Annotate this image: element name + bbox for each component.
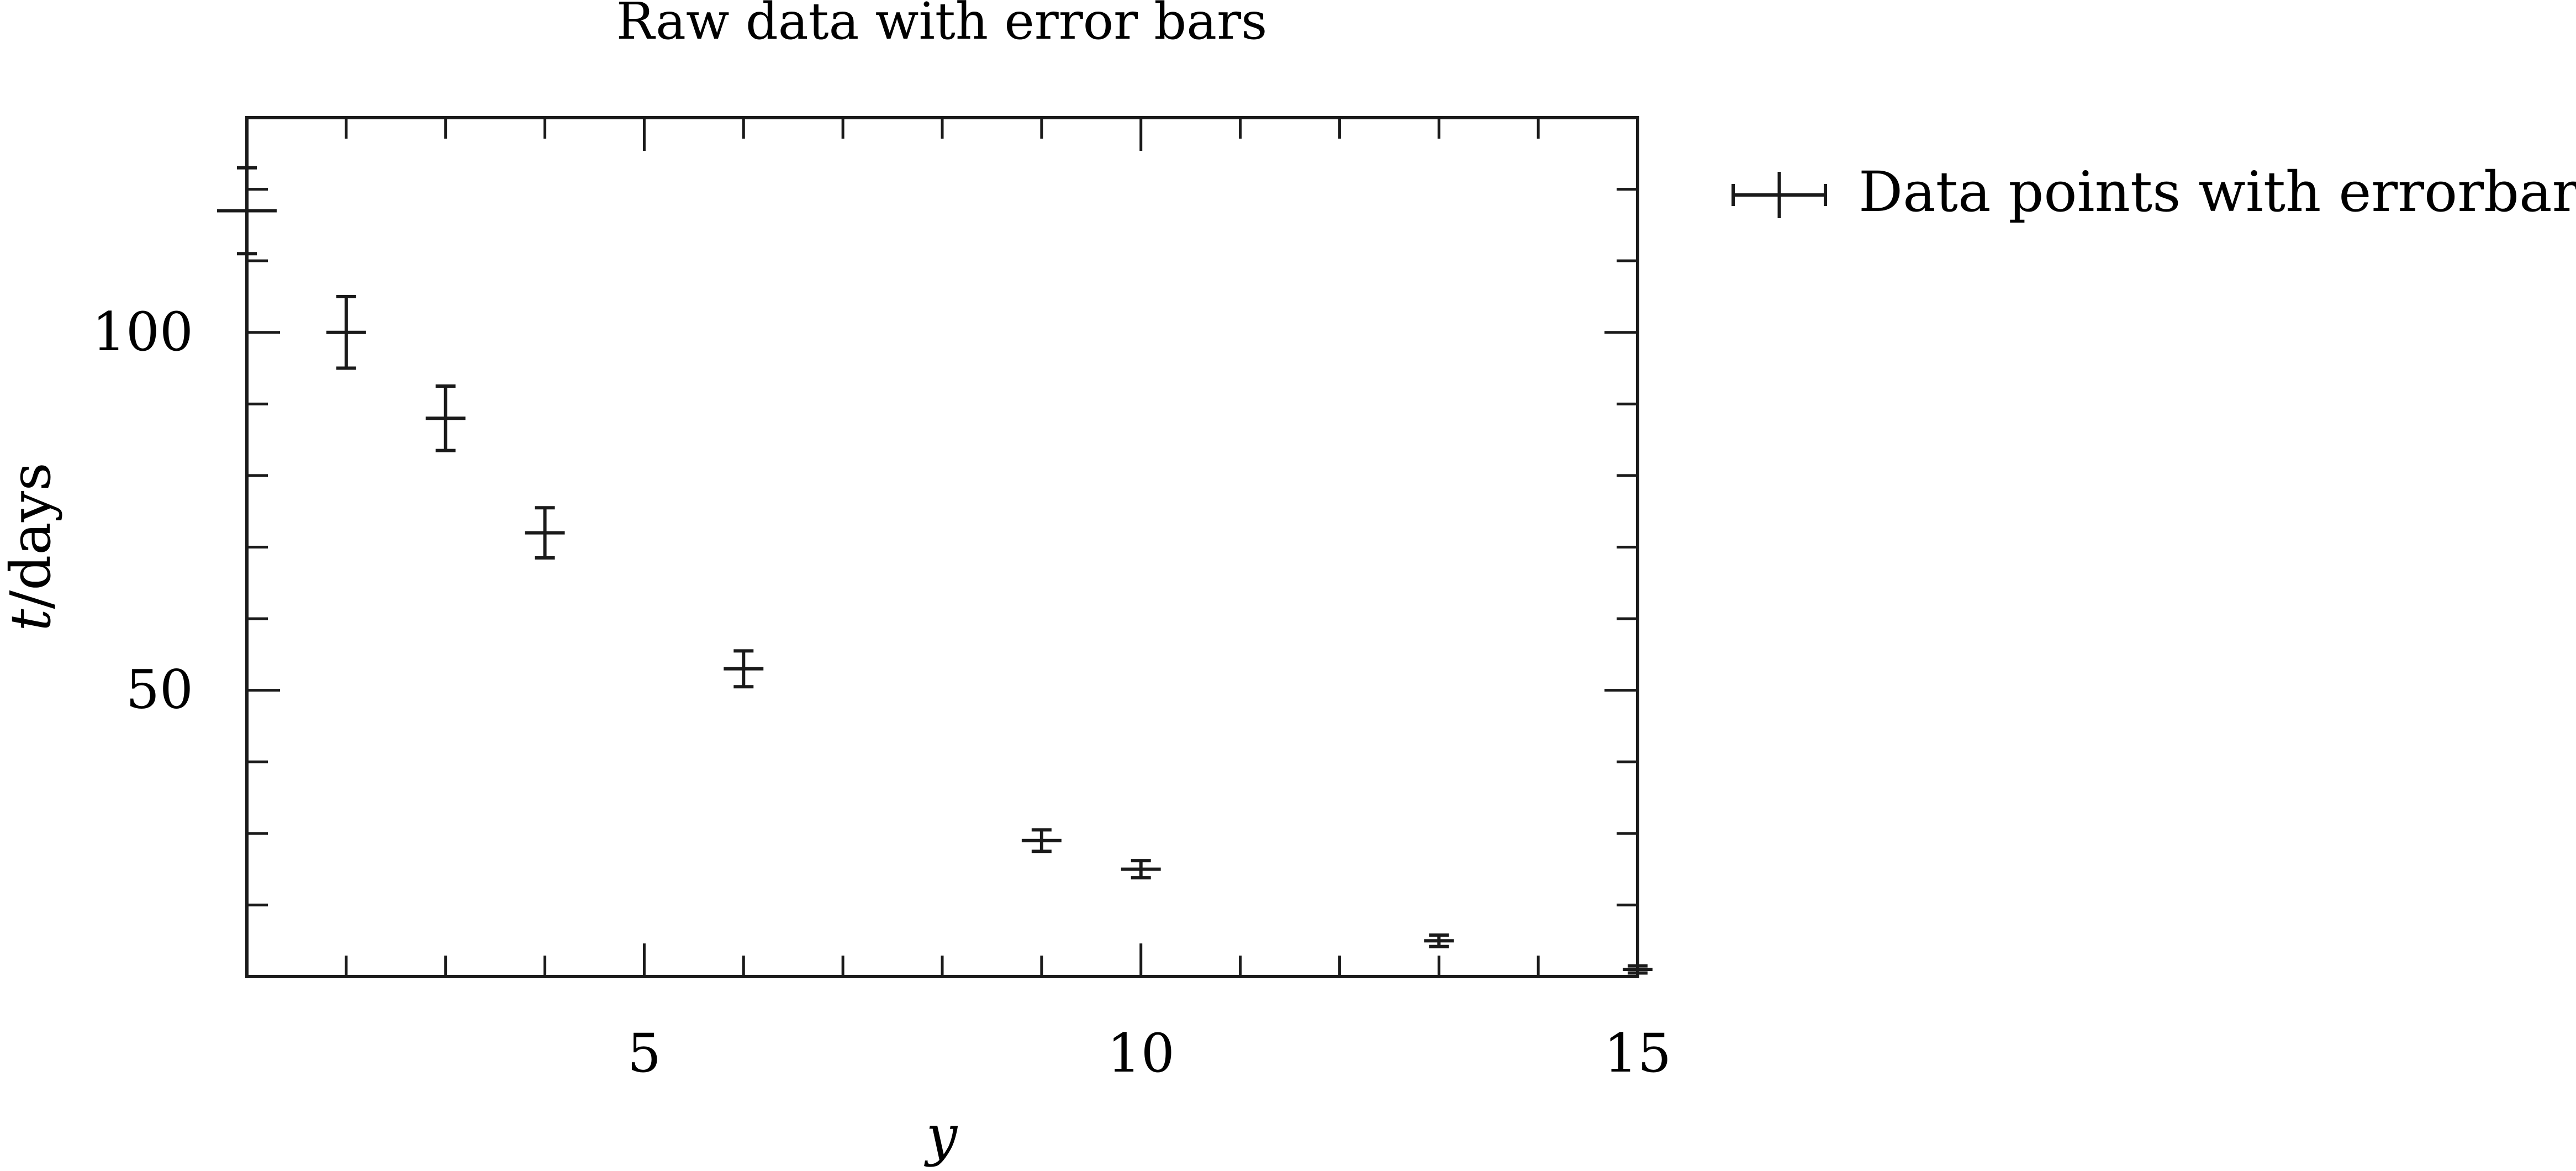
y-tick-labels: 50 100 bbox=[92, 301, 193, 721]
data-point-errorbar bbox=[1121, 859, 1161, 880]
legend-entry-label: Data points with errorbars bbox=[1859, 160, 2576, 224]
legend: Data points with errorbars bbox=[1732, 160, 2576, 224]
x-tick-label: 5 bbox=[627, 1022, 661, 1084]
x-axis-label: y bbox=[924, 1103, 958, 1168]
tick-marks bbox=[245, 118, 1639, 977]
y-tick-label: 100 bbox=[92, 301, 193, 363]
legend-errorbar-symbol bbox=[1732, 172, 1827, 218]
y-tick-label: 50 bbox=[126, 659, 193, 721]
y-axis-label-unit: /days bbox=[0, 462, 63, 609]
data-point-errorbar bbox=[217, 166, 277, 256]
y-axis-label: t/days bbox=[0, 462, 63, 631]
data-point-errorbar bbox=[425, 384, 466, 452]
x-tick-label: 10 bbox=[1107, 1022, 1175, 1084]
series-data-points bbox=[217, 166, 1653, 975]
data-point-errorbar bbox=[724, 649, 764, 689]
y-axis-label-symbol: t bbox=[0, 609, 63, 631]
data-point-errorbar bbox=[1424, 933, 1454, 948]
data-point-errorbar bbox=[1021, 828, 1062, 853]
x-tick-label: 15 bbox=[1604, 1022, 1671, 1084]
plot-frame bbox=[245, 116, 1639, 978]
data-point-errorbar bbox=[1623, 964, 1653, 975]
data-point-errorbar bbox=[326, 294, 366, 370]
x-tick-labels: 5 10 15 bbox=[627, 1022, 1671, 1084]
chart-title: Raw data with error bars bbox=[616, 0, 1268, 51]
data-point-errorbar bbox=[525, 506, 565, 560]
